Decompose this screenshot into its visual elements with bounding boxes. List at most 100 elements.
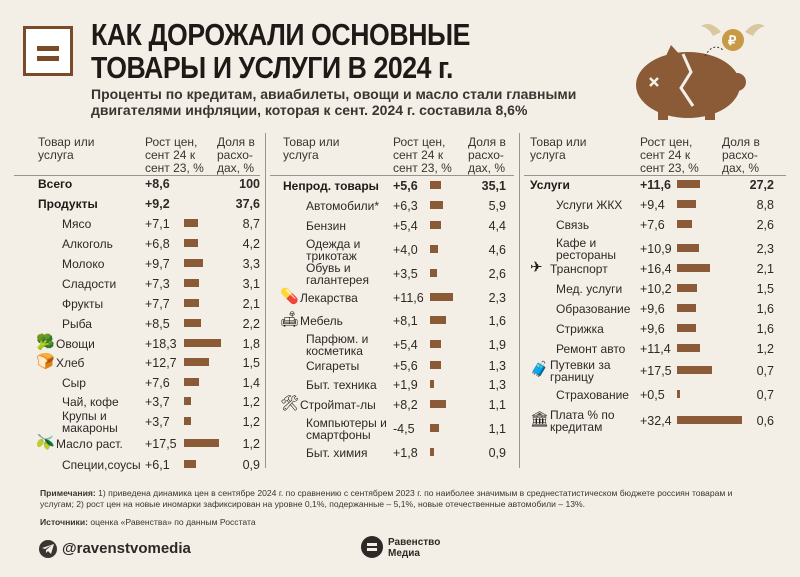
table-row: Услуги +11,6 27,2	[524, 175, 786, 195]
share-value: 100	[239, 177, 260, 191]
brand-logo	[23, 26, 73, 76]
share-value: 5,9	[488, 199, 506, 213]
table-row: Специи,соусы +6,1 0,9	[14, 455, 260, 475]
growth-bar	[184, 397, 192, 405]
header-share: Доля в расхо-дах, %	[217, 135, 255, 175]
table-row: Молоко +9,7 3,3	[14, 254, 260, 274]
row-label: Путевки за границу	[550, 358, 611, 384]
growth-bar	[184, 439, 219, 447]
share-value: 35,1	[481, 179, 506, 193]
panel-food: Товар или услуга Рост цен, сент 24 к сен…	[14, 128, 260, 472]
share-value: 1,2	[242, 395, 260, 409]
growth-value: +5,6	[393, 179, 418, 193]
growth-value: +10,9	[640, 242, 672, 256]
growth-value: +8,1	[393, 314, 418, 328]
share-value: 0,7	[756, 364, 774, 378]
growth-value: +16,4	[640, 262, 672, 276]
column-headers: Товар или услуга Рост цен, сент 24 к сен…	[14, 128, 260, 176]
tools-icon: 🛠	[280, 395, 300, 412]
table-row: 💊 Лекарства +11,6 2,3	[270, 288, 514, 308]
growth-bar	[677, 390, 680, 398]
growth-value: +8,2	[393, 398, 418, 412]
row-label: Сигареты	[306, 359, 360, 373]
share-value: 1,6	[756, 302, 774, 316]
table-row: Страхование +0,5 0,7	[524, 385, 786, 405]
share-value: 0,7	[756, 388, 774, 402]
share-value: 1,5	[756, 282, 774, 296]
growth-bar	[430, 245, 438, 253]
header-growth: Рост цен, сент 24 к сент 23, %	[640, 135, 699, 175]
share-value: 1,2	[242, 415, 260, 429]
share-value: 1,9	[488, 338, 506, 352]
header-item: Товар или услуга	[530, 135, 587, 162]
table-row: Крупы и макароны +3,7 1,2	[14, 409, 260, 435]
row-label: Ремонт авто	[556, 342, 626, 356]
growth-bar	[184, 460, 197, 468]
medicine-icon: 💊	[280, 288, 299, 305]
brand-mark-icon	[361, 536, 383, 558]
growth-bar	[677, 324, 697, 332]
growth-value: +6,8	[145, 237, 170, 251]
row-label: Хлеб	[56, 356, 85, 370]
table-row: Рыба +8,5 2,2	[14, 314, 260, 334]
row-label: Овощи	[56, 337, 95, 351]
growth-value: +9,6	[640, 302, 665, 316]
growth-value: +18,3	[145, 337, 177, 351]
growth-value: +4,0	[393, 243, 418, 257]
growth-value: +7,1	[145, 217, 170, 231]
share-value: 1,3	[488, 378, 506, 392]
telegram-icon[interactable]	[39, 540, 57, 558]
row-label: Рыба	[62, 317, 92, 331]
growth-bar	[184, 259, 204, 267]
row-label: Плата % по кредитам	[550, 408, 615, 434]
channel-handle[interactable]: @ravenstvomedia	[62, 540, 191, 557]
row-label: Мясо	[62, 217, 92, 231]
row-label: Молоко	[62, 257, 105, 271]
row-label: Сыр	[62, 376, 86, 390]
row-label: Крупы и макароны	[62, 409, 118, 435]
row-label: Обувь и галантерея	[306, 261, 369, 287]
growth-bar	[430, 448, 434, 456]
table-row: Компьютеры и смартфоны -4,5 1,1	[270, 417, 514, 441]
table-row: Непрод. товары +5,6 35,1	[270, 176, 514, 196]
divider	[265, 133, 266, 468]
growth-bar	[184, 378, 200, 386]
share-value: 8,7	[242, 217, 260, 231]
growth-bar	[677, 200, 696, 208]
share-value: 1,2	[756, 342, 774, 356]
table-row: Сигареты +5,6 1,3	[270, 356, 514, 376]
growth-value: +3,7	[145, 395, 170, 409]
growth-bar	[677, 264, 710, 272]
growth-bar	[430, 361, 442, 369]
column-headers: Товар или услуга Рост цен, сент 24 к сен…	[524, 128, 786, 176]
growth-bar	[430, 201, 443, 209]
share-value: 0,9	[242, 458, 260, 472]
luggage-icon: 🧳	[530, 361, 549, 378]
growth-value: +32,4	[640, 414, 672, 428]
header-growth: Рост цен, сент 24 к сент 23, %	[145, 135, 204, 175]
divider	[519, 133, 520, 468]
growth-value: +7,6	[640, 218, 665, 232]
table-row: Услуги ЖКХ +9,4 8,8	[524, 195, 786, 215]
share-value: 1,1	[488, 398, 506, 412]
growth-value: +1,8	[393, 446, 418, 460]
table-row: Сыр +7,6 1,4	[14, 373, 260, 393]
row-label: Продукты	[38, 197, 98, 211]
growth-bar	[430, 340, 441, 348]
share-value: 8,8	[756, 198, 774, 212]
airplane-icon: ✈	[530, 259, 543, 276]
row-label: Сладости	[62, 277, 117, 291]
row-label: Парфюм. и косметика	[306, 332, 369, 358]
row-label: Мед. услуги	[556, 282, 623, 296]
share-value: 1,4	[242, 376, 260, 390]
table-row: Стрижка +9,6 1,6	[524, 319, 786, 339]
row-label: Услуги	[530, 178, 570, 192]
table-row: 🛋 Мебель +8,1 1,6	[270, 311, 514, 331]
growth-value: +11,4	[640, 342, 671, 356]
growth-bar	[184, 299, 200, 307]
row-label: Одежда и трикотаж	[306, 237, 361, 263]
row-label: Транспорт	[550, 262, 608, 276]
growth-bar	[184, 319, 201, 327]
share-value: 2,6	[488, 267, 506, 281]
growth-value: +6,1	[145, 458, 170, 472]
